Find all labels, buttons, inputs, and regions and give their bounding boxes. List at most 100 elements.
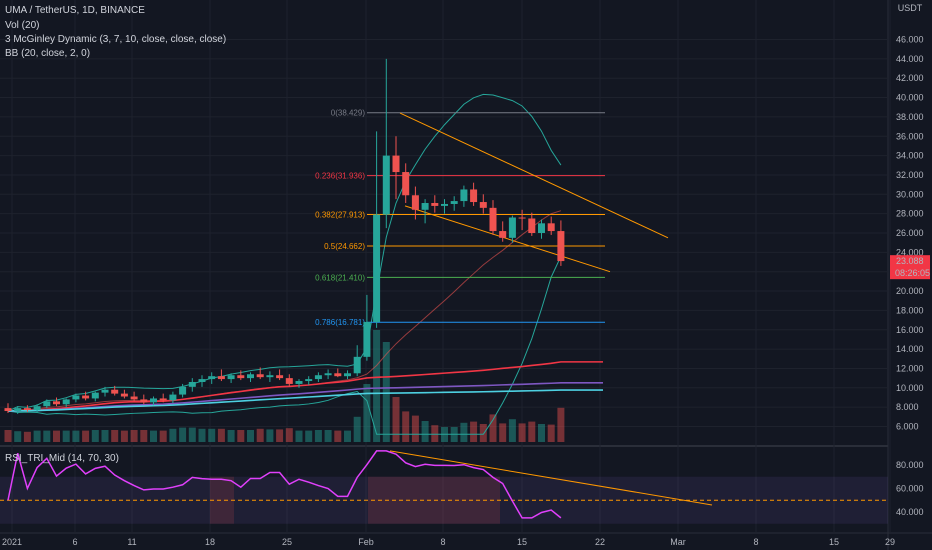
bb-upper (7, 93, 562, 412)
volume-bar (421, 421, 429, 442)
candle-body (353, 356, 361, 374)
current-price-tag (890, 255, 930, 280)
volume-legend[interactable]: Vol (20) (5, 20, 40, 31)
rsi-legend[interactable]: RSI_TRI_Mid (14, 70, 30) (5, 453, 119, 464)
volume-bar (101, 430, 109, 442)
time-tick: 15 (517, 537, 527, 547)
volume-bar (285, 428, 293, 442)
price-tick: 18.000 (896, 305, 924, 315)
volume-bar (334, 430, 342, 442)
candle-body (373, 214, 381, 323)
current-price: 23.088 (896, 256, 924, 266)
time-tick: Mar (670, 537, 686, 547)
candle-body (470, 189, 478, 203)
time-axis: 2021 6 11 18 25 Feb 8 15 22 Mar 8 15 29 (2, 537, 895, 547)
volume-bar (159, 430, 167, 442)
volume-bar (295, 430, 303, 442)
volume-bar (130, 430, 138, 442)
volume-bar (557, 407, 565, 442)
fib-label: 0(38.429) (331, 109, 366, 118)
candle-body (402, 172, 410, 196)
volume-bar (91, 430, 99, 442)
price-tick: 36.000 (896, 131, 924, 141)
mcginley-legend[interactable]: 3 McGinley Dynamic (3, 7, 10, close, clo… (5, 34, 227, 45)
candle-body (159, 398, 167, 401)
bollinger-bands (7, 93, 562, 435)
candle-body (198, 379, 206, 382)
time-tick: 22 (595, 537, 605, 547)
mcginley-line (7, 389, 603, 412)
fib-label: 0.618(21.410) (315, 273, 365, 282)
volume-bar (499, 423, 507, 442)
volume-bar (208, 428, 216, 442)
candle-body (227, 375, 235, 380)
candle-body (91, 392, 99, 399)
trendline-upper (399, 112, 669, 239)
trendline-lower (404, 205, 611, 273)
candle-body (33, 406, 41, 411)
symbol-legend[interactable]: UMA / TetherUS, 1D, BINANCE (5, 5, 145, 16)
candle-body (53, 401, 60, 405)
volume-bar (392, 397, 400, 442)
volume-bar (344, 430, 351, 442)
volume-bar (247, 430, 254, 442)
volume-bar (508, 419, 516, 442)
candle-body (382, 155, 390, 215)
candle-body (295, 381, 303, 384)
volume-bar (363, 384, 371, 442)
mcginley-line (7, 381, 603, 412)
candle-body (557, 231, 565, 262)
axis-unit: USDT (898, 3, 923, 13)
rsi-pane (0, 450, 888, 524)
trend-lines (399, 112, 669, 273)
candle-body (23, 408, 31, 411)
volume-bar (43, 430, 51, 442)
volume-bar (227, 430, 235, 442)
fib-label: 0.786(16.781) (315, 318, 365, 327)
candlesticks (4, 58, 565, 414)
volume-bar (324, 430, 332, 442)
candle-body (4, 408, 12, 412)
volume-bar (402, 411, 410, 442)
price-axis: USDT 46.000 44.000 42.000 40.000 38.000 36.000… (890, 3, 930, 517)
volume-bar (111, 430, 119, 442)
volume-bar (72, 430, 80, 442)
price-tick: 20.000 (896, 286, 924, 296)
volume-bar (217, 428, 225, 442)
time-tick: 8 (440, 537, 445, 547)
price-tick: 38.000 (896, 112, 924, 122)
candle-body (441, 203, 448, 206)
price-tick: 30.000 (896, 189, 924, 199)
candle-body (14, 408, 22, 412)
bb-lower (7, 256, 562, 435)
candle-body (489, 207, 497, 232)
bb-legend[interactable]: BB (20, close, 2, 0) (5, 48, 91, 59)
candle-body (392, 155, 400, 173)
volume-bar (169, 428, 177, 442)
candle-body (411, 195, 419, 210)
volume-bar (470, 421, 478, 442)
volume-bar (305, 430, 313, 442)
volume-bar (547, 424, 555, 442)
time-tick: 11 (127, 537, 136, 547)
fib-label: 0.382(27.913) (315, 210, 365, 219)
price-tick: 14.000 (896, 344, 924, 354)
candle-body (217, 376, 225, 380)
candle-body (314, 375, 322, 380)
candle-body (479, 202, 487, 208)
candle-body (140, 399, 148, 403)
candle-body (208, 376, 216, 380)
candle-body (499, 231, 507, 238)
price-tick: 24.000 (896, 247, 924, 257)
candle-body (538, 223, 545, 233)
volume-bar (140, 430, 148, 442)
time-tick: 6 (72, 537, 77, 547)
volume-bar (411, 415, 419, 442)
volume-bar (150, 430, 157, 442)
candle-body (169, 394, 177, 401)
candle-body (130, 396, 138, 400)
rsi-line (7, 450, 562, 519)
candle-body (518, 217, 526, 219)
